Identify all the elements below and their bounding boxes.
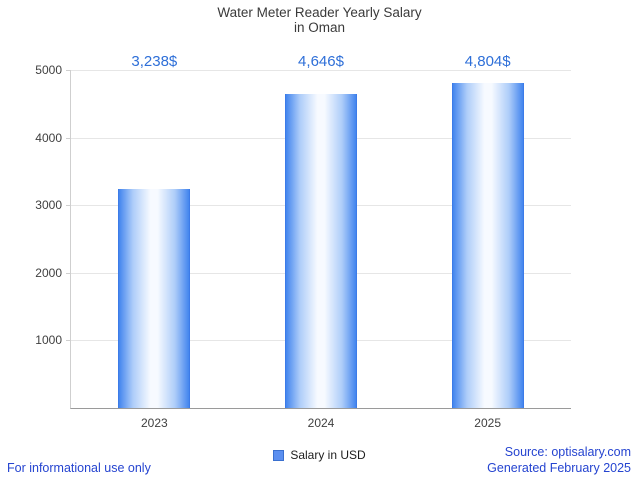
legend: Salary in USD — [0, 448, 639, 462]
y-axis-label-5000: 5000 — [35, 63, 62, 77]
legend-label: Salary in USD — [290, 448, 366, 462]
y-axis-label-1000: 1000 — [35, 333, 62, 347]
y-axis-tick — [66, 138, 71, 139]
x-axis-label-2024: 2024 — [307, 416, 335, 430]
plot-area: 1000 2000 3000 4000 5000 3,238$ 2023 4,646$ 2024… — [35, 54, 571, 430]
source-link[interactable]: Source: optisalary.com — [504, 445, 631, 459]
chart-title-line1: Water Meter Reader Yearly Salary — [217, 5, 422, 20]
value-label-2025: 4,804$ — [464, 53, 511, 70]
y-axis-tick — [66, 273, 71, 274]
generated-date: Generated February 2025 — [487, 460, 631, 475]
bar-2025 — [451, 83, 524, 408]
x-axis-label-2023: 2023 — [140, 416, 168, 430]
y-axis-tick — [66, 70, 71, 71]
value-label-2023: 3,238$ — [131, 53, 178, 70]
chart-title: Water Meter Reader Yearly Salary in Oman — [0, 5, 639, 35]
chart-title-line2: in Oman — [293, 20, 346, 35]
footer-source-block: Source: optisalary.com Generated Februar… — [487, 445, 631, 476]
gridline-5000 — [71, 70, 571, 71]
value-label-2024: 4,646$ — [298, 53, 344, 70]
x-axis-label-2025: 2025 — [474, 416, 502, 430]
y-axis-tick — [66, 205, 71, 206]
y-axis-label-3000: 3000 — [35, 198, 62, 212]
y-axis-tick — [66, 340, 71, 341]
y-axis-label-4000: 4000 — [35, 131, 62, 145]
legend-swatch-icon — [273, 449, 285, 461]
bar-2023 — [118, 189, 191, 408]
bar-2024 — [285, 94, 357, 408]
y-axis-label-2000: 2000 — [35, 266, 62, 280]
footer-disclaimer: For informational use only — [7, 461, 151, 475]
